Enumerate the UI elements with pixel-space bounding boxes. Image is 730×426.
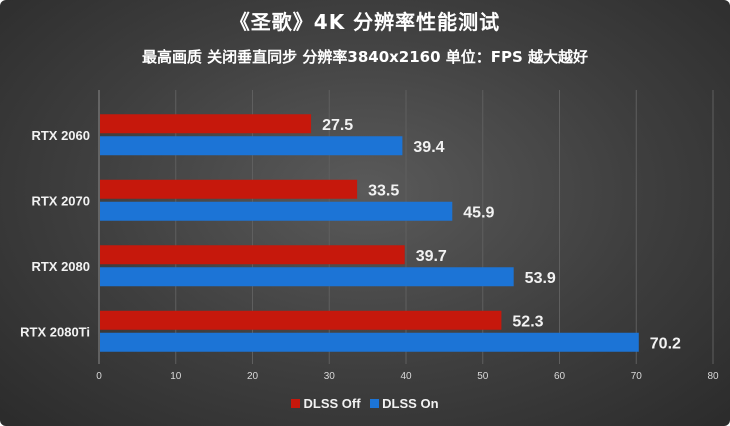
x-tick-label: 80 [707,371,719,382]
bar-dlss-on [100,201,453,221]
legend-item-dlss-on: DLSS On [370,396,439,411]
category-label: RTX 2070 [31,193,90,208]
category-label: RTX 2080Ti [20,324,90,339]
bar-dlss-off [100,310,502,330]
chart-title: 《圣歌》4K 分辨率性能测试 [229,10,501,34]
legend-swatch-dlss-off [291,399,301,408]
legend-swatch-dlss-on [370,399,380,408]
bars-group [100,114,639,352]
data-label: 39.7 [416,248,447,265]
data-label: 39.4 [413,139,444,156]
data-label: 45.9 [463,204,494,221]
x-tick-label: 60 [554,371,566,382]
data-label: 70.2 [650,335,681,352]
legend-label-dlss-on: DLSS On [382,396,439,411]
bar-dlss-off [100,114,312,134]
legend: DLSS Off DLSS On [0,396,730,411]
x-tick-label: 20 [247,371,259,382]
x-tick-label: 0 [96,371,102,382]
legend-item-dlss-off: DLSS Off [291,396,361,411]
legend-label-dlss-off: DLSS Off [303,396,361,411]
value-labels-group: 27.5 39.4 33.5 45.9 39.7 53.9 52.3 70.2 [322,117,681,353]
x-tick-label: 10 [170,371,182,382]
data-label: 52.3 [512,313,543,330]
bar-dlss-off [100,245,405,265]
data-label: 53.9 [525,270,556,287]
bar-dlss-on [100,267,514,287]
x-tick-labels-group: 0 10 20 30 40 50 60 70 80 [96,371,719,382]
bar-dlss-on [100,332,639,352]
x-tick-label: 70 [631,371,643,382]
chart-subtitle: 最高画质 关闭垂直同步 分辨率3840x2160 单位：FPS 越大越好 [141,48,589,66]
category-labels-group: RTX 2060 RTX 2070 RTX 2080 RTX 2080Ti [20,128,90,340]
data-label: 33.5 [368,182,399,199]
category-label: RTX 2060 [31,128,90,143]
category-label: RTX 2080 [31,259,90,274]
x-tick-label: 40 [400,371,412,382]
gridlines [98,90,714,364]
x-tick-label: 50 [477,371,489,382]
x-tick-label: 30 [324,371,336,382]
data-label: 27.5 [322,117,353,134]
bar-dlss-on [100,136,403,156]
bar-dlss-off [100,179,358,199]
